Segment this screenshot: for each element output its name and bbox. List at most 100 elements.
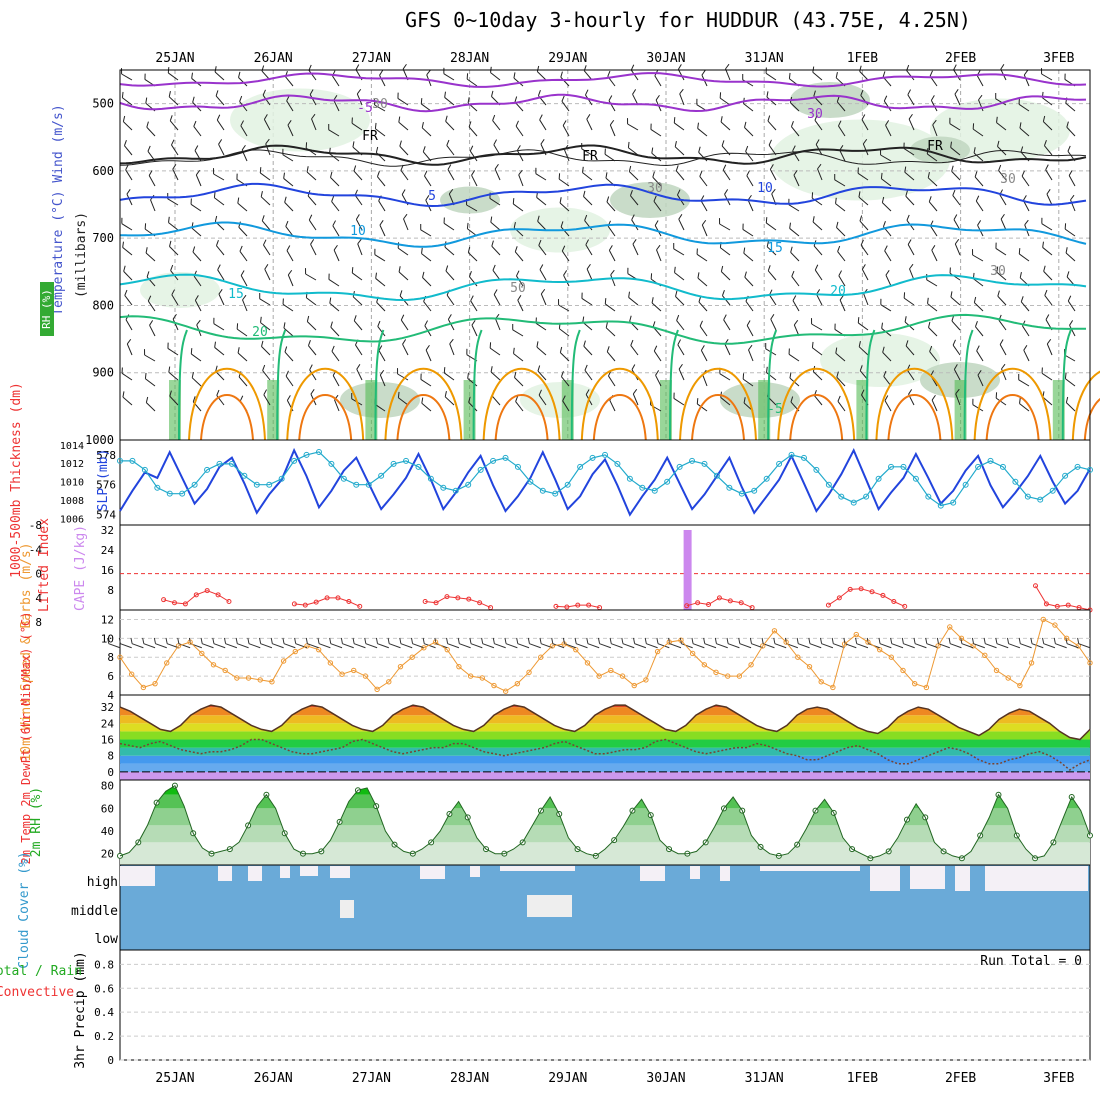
wind-barb-flag <box>444 91 446 98</box>
wind-barb <box>606 196 616 212</box>
wind-barb-flag <box>563 270 568 276</box>
wind-barb-flag <box>305 268 307 275</box>
wind-barb-flag <box>745 145 749 152</box>
wind-barb-staff <box>742 229 754 237</box>
wind-barb-staff <box>374 104 386 112</box>
precip-total-rain-label: Total / Rain <box>0 964 82 979</box>
wind-barb-staff <box>1020 301 1030 312</box>
wind-barb-flag <box>811 318 813 325</box>
surface-wind-barb <box>492 637 506 649</box>
wind-barb-flag <box>1064 372 1067 379</box>
surface-wind-barb-staff <box>260 643 273 649</box>
run-total-label: Run Total = 0 <box>980 954 1082 969</box>
wind-barb-staff <box>536 197 547 206</box>
wind-barb-staff <box>765 222 777 231</box>
wind-barb-staff <box>953 369 961 381</box>
wind-barb <box>145 396 156 412</box>
wind-barb-flag <box>815 139 820 145</box>
wind-barb-flag <box>1000 64 1005 70</box>
wind-barb-staff <box>1023 349 1030 362</box>
wind-barb <box>953 214 961 231</box>
wind-barb-staff <box>238 77 248 87</box>
wind-barb-flag <box>839 294 844 301</box>
top-date-label: 27JAN <box>352 51 391 66</box>
wind-barb-staff <box>260 322 271 331</box>
wind-barb-flag <box>449 338 454 345</box>
wind-barb <box>1064 372 1076 387</box>
surface-wind-barb-flag <box>492 637 495 644</box>
wind-barb-staff <box>928 201 938 212</box>
wind-barb-flag <box>978 94 983 101</box>
wind-barb-flag <box>744 121 747 128</box>
surface-wind-barb-flag <box>691 637 694 644</box>
wind-barb-staff <box>861 119 869 131</box>
contour-label: 15 <box>767 241 783 256</box>
wind-barb-flag <box>696 398 699 404</box>
wind-barb-staff <box>263 394 271 406</box>
thickness-point <box>912 475 919 482</box>
wind-barb-staff <box>490 221 501 231</box>
wind-barb <box>167 342 179 356</box>
surface-wind-barb-flag <box>1053 637 1056 644</box>
cloud-clear-gap <box>420 866 445 879</box>
bottom-date-label: 29JAN <box>548 1071 587 1086</box>
wind-barb-flag <box>466 222 469 229</box>
thickness-point <box>117 457 123 464</box>
wind-barb-flag <box>858 191 861 198</box>
wind-barb <box>814 114 823 131</box>
wind-barb-flag <box>932 119 937 126</box>
wind-barb-staff <box>444 246 455 256</box>
wind-barb <box>721 290 731 306</box>
wind-barb-flag <box>629 190 633 196</box>
surface-wind-barb <box>259 637 273 649</box>
surface-wind-barb-staff <box>447 643 460 649</box>
wind-barb-staff <box>263 244 271 256</box>
wind-barb-flag <box>537 90 541 96</box>
wind-barb <box>952 189 961 206</box>
wind-barb <box>491 240 501 256</box>
wind-speed-point <box>1028 660 1035 666</box>
wind-barb <box>628 165 639 181</box>
surface-wind-barb <box>843 637 857 649</box>
wind-barb-flag <box>651 147 654 154</box>
wind-barb <box>218 139 225 156</box>
wind-barb-staff <box>216 245 225 256</box>
slp-tick-label: 1014 <box>60 441 84 452</box>
wind-barb-staff <box>400 169 409 181</box>
wind-barb-staff <box>492 269 501 281</box>
wind-barb <box>172 313 179 331</box>
wind-barb-flag <box>701 70 706 76</box>
surface-wind-barb-staff <box>248 643 261 649</box>
temperature-contour <box>119 144 1087 166</box>
surface-wind-barb <box>329 637 343 649</box>
rh-shading <box>140 272 220 308</box>
wind-barb-staff <box>835 352 846 362</box>
wind-barb-flag <box>788 72 791 79</box>
wind-barb-staff <box>123 271 133 281</box>
wind-barb-flag <box>582 166 584 173</box>
temp-tick-label: 0 <box>107 766 114 779</box>
wind-barb-flag <box>884 395 889 401</box>
wind-barb-staff <box>214 347 225 356</box>
wind-barb-flag <box>701 219 707 226</box>
wind-barb-staff <box>1042 247 1053 256</box>
wind-barb-flag <box>444 391 447 397</box>
wind-barb-flag <box>836 221 839 228</box>
wind-barb-flag <box>1023 69 1029 76</box>
wind-barb-flag <box>446 139 450 146</box>
wind-barb-flag <box>793 319 799 326</box>
wind-barb <box>790 246 800 262</box>
wind-barb <box>627 118 639 131</box>
wind-barb <box>1070 194 1076 212</box>
wind-barb-staff <box>195 174 202 187</box>
wind-barb-staff <box>469 276 478 287</box>
wind-barb-staff <box>609 399 616 412</box>
top-date-label: 3FEB <box>1043 51 1074 66</box>
wind-barb <box>930 220 938 237</box>
wind-barb-staff <box>837 400 846 412</box>
wind-barb-flag <box>674 266 676 273</box>
wind-barb <box>581 292 593 306</box>
wind-barb-flag <box>146 271 150 278</box>
wind-barb <box>146 121 156 137</box>
wind-barb <box>354 189 363 206</box>
